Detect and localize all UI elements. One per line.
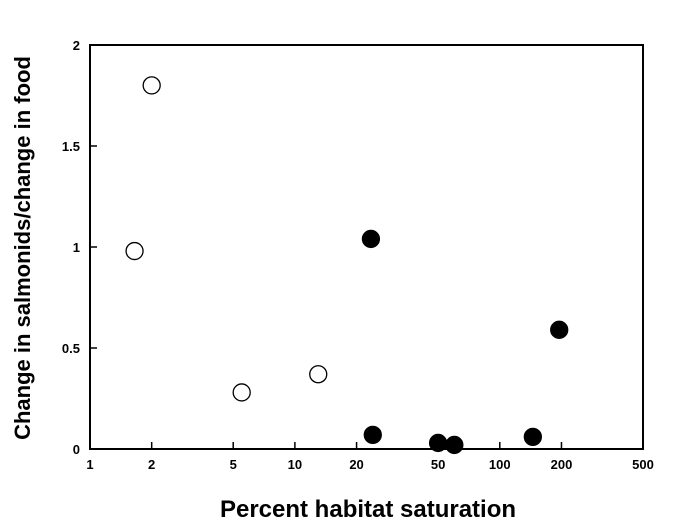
filled-data-point [550, 320, 569, 339]
y-axis-title: Change in salmonids/change in food [10, 56, 35, 440]
plot-frame [89, 44, 644, 450]
y-tick-label: 1 [73, 240, 80, 255]
x-tick-label: 100 [489, 457, 511, 472]
open-data-point [125, 241, 144, 261]
x-tick-label: 5 [230, 457, 237, 472]
x-axis: 1 2 5 10 20 50 100 200 500 [86, 442, 654, 472]
filled-data-point [363, 425, 382, 445]
filled-data-point [445, 435, 464, 455]
open-data-point [232, 383, 251, 402]
y-axis: 0 0.5 1 1.5 2 [62, 38, 97, 457]
x-tick-label: 50 [431, 457, 445, 472]
x-axis-title: Percent habitat saturation [220, 496, 516, 521]
x-tick-label: 200 [551, 457, 573, 472]
x-tick-label: 20 [349, 457, 363, 472]
x-tick-label: 2 [148, 457, 155, 472]
filled-data-point [428, 433, 448, 453]
x-tick-label: 10 [288, 457, 302, 472]
filled-data-point [523, 427, 542, 447]
filled-data-point [361, 229, 381, 249]
y-tick-label: 2 [73, 38, 80, 53]
data-points [125, 76, 569, 455]
open-data-point [142, 76, 161, 95]
y-tick-label: 1.5 [62, 139, 80, 154]
x-tick-label: 500 [632, 457, 654, 472]
y-tick-label: 0.5 [62, 341, 80, 356]
y-tick-label: 0 [73, 442, 80, 457]
open-data-point [309, 365, 328, 384]
x-tick-label: 1 [86, 457, 93, 472]
